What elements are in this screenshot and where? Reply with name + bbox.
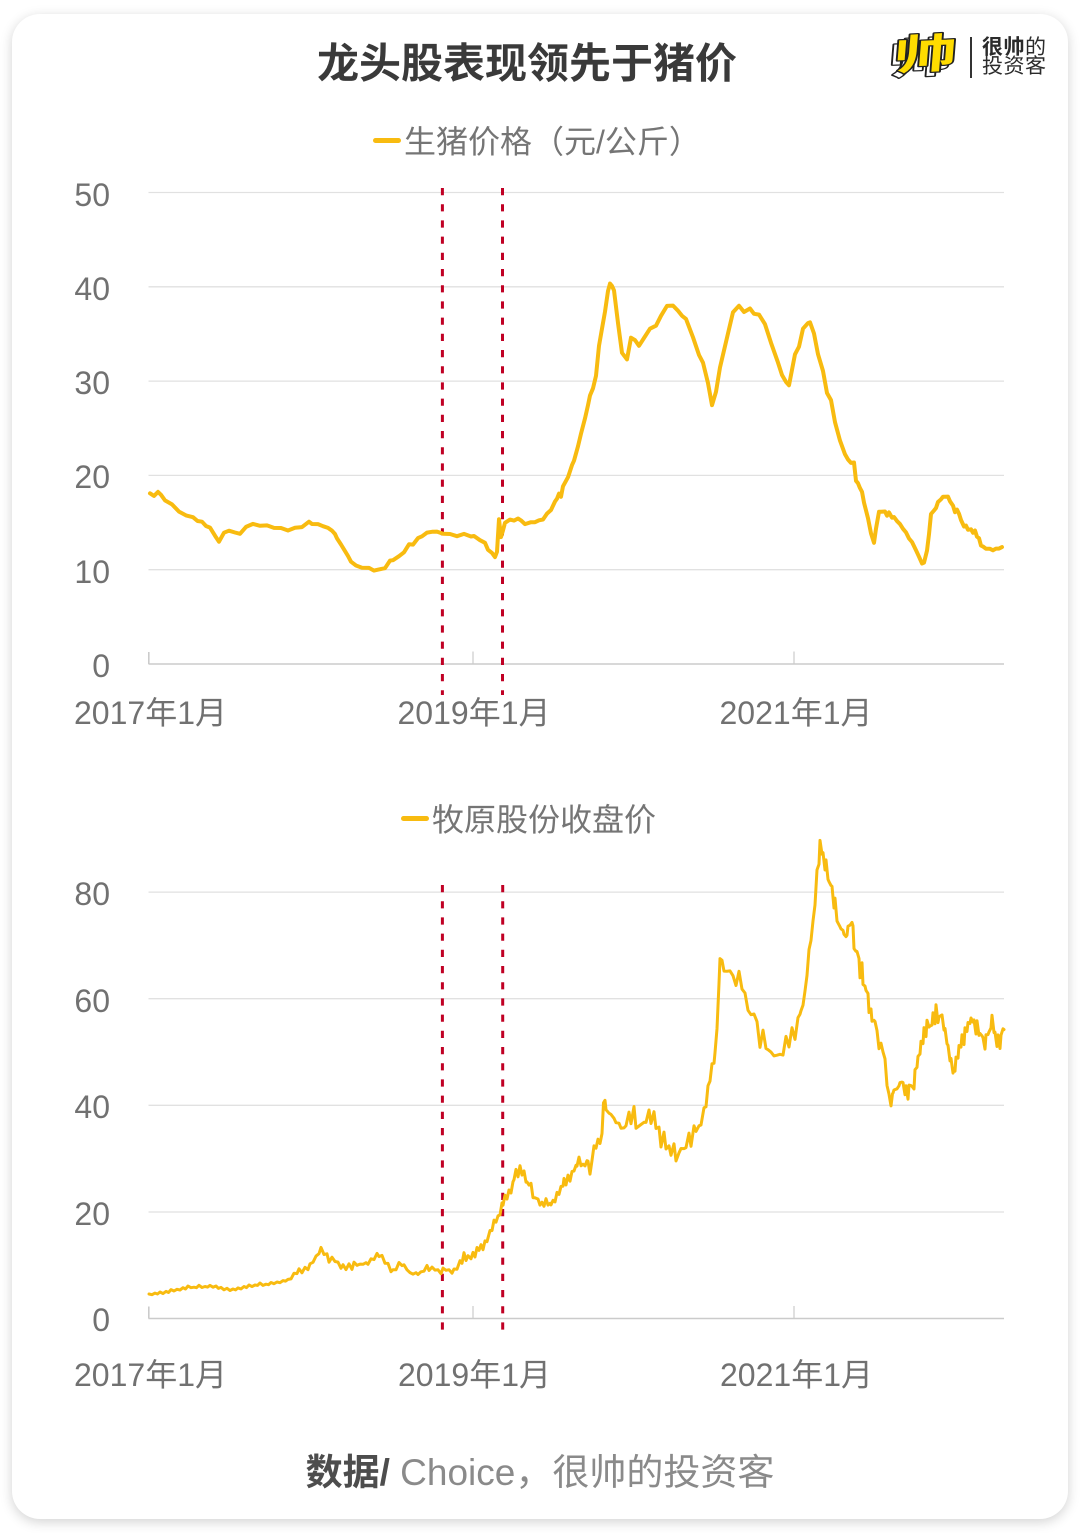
svg-text:帅: 帅 xyxy=(892,20,959,82)
svg-text:帅: 帅 xyxy=(887,24,954,86)
